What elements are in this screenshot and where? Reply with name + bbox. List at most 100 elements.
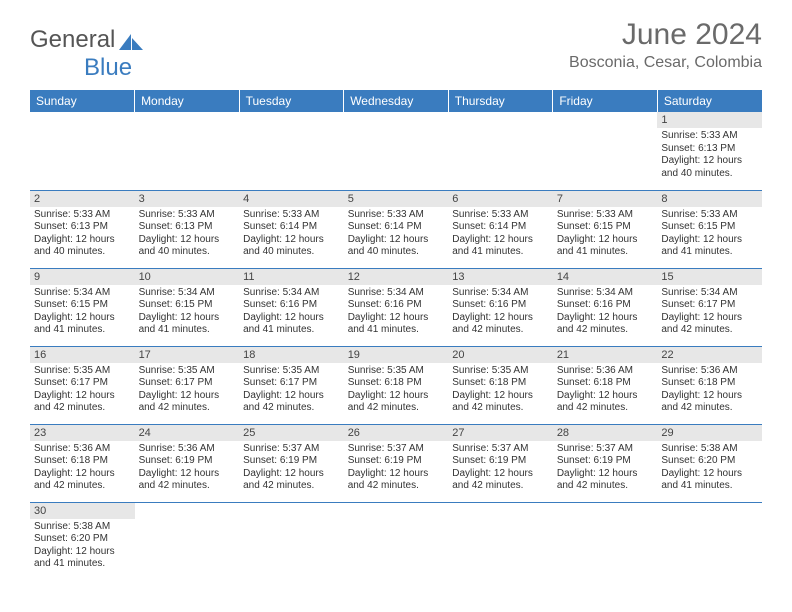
sunrise-line: Sunrise: 5:34 AM bbox=[557, 287, 654, 300]
day-details: Sunrise: 5:38 AMSunset: 6:20 PMDaylight:… bbox=[30, 519, 135, 573]
calendar-row: 9Sunrise: 5:34 AMSunset: 6:15 PMDaylight… bbox=[30, 268, 762, 346]
day-number: 12 bbox=[344, 269, 449, 285]
day-details: Sunrise: 5:36 AMSunset: 6:19 PMDaylight:… bbox=[135, 441, 240, 495]
calendar-day: 10Sunrise: 5:34 AMSunset: 6:15 PMDayligh… bbox=[135, 268, 240, 346]
day-number: 13 bbox=[448, 269, 553, 285]
title-block: June 2024 Bosconia, Cesar, Colombia bbox=[569, 18, 762, 72]
sunrise-line: Sunrise: 5:34 AM bbox=[139, 287, 236, 300]
sunrise-line: Sunrise: 5:33 AM bbox=[139, 209, 236, 222]
month-title: June 2024 bbox=[569, 18, 762, 52]
calendar-empty bbox=[448, 112, 553, 190]
daylight-line: Daylight: 12 hours and 42 minutes. bbox=[348, 468, 445, 493]
brand-logo: GeneralBlue bbox=[30, 26, 145, 82]
calendar-empty bbox=[657, 502, 762, 580]
daylight-line: Daylight: 12 hours and 42 minutes. bbox=[34, 390, 131, 415]
day-details: Sunrise: 5:34 AMSunset: 6:16 PMDaylight:… bbox=[344, 285, 449, 339]
sunrise-line: Sunrise: 5:36 AM bbox=[557, 365, 654, 378]
daylight-line: Daylight: 12 hours and 41 minutes. bbox=[452, 234, 549, 259]
sunset-line: Sunset: 6:16 PM bbox=[243, 299, 340, 312]
day-number: 9 bbox=[30, 269, 135, 285]
sunset-line: Sunset: 6:17 PM bbox=[243, 377, 340, 390]
calendar-empty bbox=[239, 112, 344, 190]
calendar-empty bbox=[553, 502, 658, 580]
weekday-header: Sunday bbox=[30, 90, 135, 112]
sunset-line: Sunset: 6:19 PM bbox=[348, 455, 445, 468]
daylight-line: Daylight: 12 hours and 42 minutes. bbox=[557, 468, 654, 493]
sunrise-line: Sunrise: 5:37 AM bbox=[348, 443, 445, 456]
sunset-line: Sunset: 6:17 PM bbox=[139, 377, 236, 390]
day-number: 26 bbox=[344, 425, 449, 441]
sunset-line: Sunset: 6:16 PM bbox=[348, 299, 445, 312]
day-details: Sunrise: 5:36 AMSunset: 6:18 PMDaylight:… bbox=[553, 363, 658, 417]
day-number: 18 bbox=[239, 347, 344, 363]
day-number: 15 bbox=[657, 269, 762, 285]
sunset-line: Sunset: 6:17 PM bbox=[34, 377, 131, 390]
weekday-header: Tuesday bbox=[239, 90, 344, 112]
day-details: Sunrise: 5:35 AMSunset: 6:17 PMDaylight:… bbox=[239, 363, 344, 417]
day-details: Sunrise: 5:34 AMSunset: 6:17 PMDaylight:… bbox=[657, 285, 762, 339]
sunrise-line: Sunrise: 5:35 AM bbox=[348, 365, 445, 378]
day-number: 24 bbox=[135, 425, 240, 441]
day-number: 17 bbox=[135, 347, 240, 363]
day-number: 2 bbox=[30, 191, 135, 207]
daylight-line: Daylight: 12 hours and 40 minutes. bbox=[348, 234, 445, 259]
sunset-line: Sunset: 6:16 PM bbox=[452, 299, 549, 312]
sunset-line: Sunset: 6:19 PM bbox=[243, 455, 340, 468]
calendar-empty bbox=[553, 112, 658, 190]
calendar-day: 8Sunrise: 5:33 AMSunset: 6:15 PMDaylight… bbox=[657, 190, 762, 268]
day-number: 14 bbox=[553, 269, 658, 285]
sunset-line: Sunset: 6:16 PM bbox=[557, 299, 654, 312]
calendar-empty bbox=[30, 112, 135, 190]
calendar-day: 11 Sunrise: 5:34 AMSunset: 6:16 PMDayligh… bbox=[239, 268, 344, 346]
sunset-line: Sunset: 6:17 PM bbox=[661, 299, 758, 312]
day-details: Sunrise: 5:35 AMSunset: 6:17 PMDaylight:… bbox=[135, 363, 240, 417]
daylight-line: Daylight: 12 hours and 42 minutes. bbox=[661, 390, 758, 415]
day-details: Sunrise: 5:37 AMSunset: 6:19 PMDaylight:… bbox=[239, 441, 344, 495]
day-number: 6 bbox=[448, 191, 553, 207]
calendar-day: 26 Sunrise: 5:37 AMSunset: 6:19 PMDayligh… bbox=[344, 424, 449, 502]
calendar-body: 1Sunrise: 5:33 AMSunset: 6:13 PMDaylight… bbox=[30, 112, 762, 580]
weekday-header: Monday bbox=[135, 90, 240, 112]
calendar-table: SundayMondayTuesdayWednesdayThursdayFrid… bbox=[30, 90, 762, 580]
logo-word-general: General bbox=[30, 26, 115, 53]
sunset-line: Sunset: 6:14 PM bbox=[348, 221, 445, 234]
calendar-empty bbox=[239, 502, 344, 580]
calendar-day: 1Sunrise: 5:33 AMSunset: 6:13 PMDaylight… bbox=[657, 112, 762, 190]
sunset-line: Sunset: 6:18 PM bbox=[34, 455, 131, 468]
sunrise-line: Sunrise: 5:33 AM bbox=[661, 209, 758, 222]
daylight-line: Daylight: 12 hours and 42 minutes. bbox=[348, 390, 445, 415]
day-number: 10 bbox=[135, 269, 240, 285]
sunset-line: Sunset: 6:14 PM bbox=[452, 221, 549, 234]
calendar-day: 25Sunrise: 5:37 AMSunset: 6:19 PMDayligh… bbox=[239, 424, 344, 502]
day-details: Sunrise: 5:37 AMSunset: 6:19 PMDaylight:… bbox=[553, 441, 658, 495]
day-details: Sunrise: 5:34 AMSunset: 6:15 PMDaylight:… bbox=[135, 285, 240, 339]
sunrise-line: Sunrise: 5:34 AM bbox=[243, 287, 340, 300]
daylight-line: Daylight: 12 hours and 41 minutes. bbox=[557, 234, 654, 259]
day-number: 3 bbox=[135, 191, 240, 207]
day-details: Sunrise: 5:33 AMSunset: 6:14 PMDaylight:… bbox=[448, 207, 553, 261]
sail-icon bbox=[117, 31, 145, 51]
daylight-line: Daylight: 12 hours and 41 minutes. bbox=[661, 234, 758, 259]
day-number: 20 bbox=[448, 347, 553, 363]
daylight-line: Daylight: 12 hours and 41 minutes. bbox=[243, 312, 340, 337]
sunrise-line: Sunrise: 5:38 AM bbox=[661, 443, 758, 456]
calendar-row: 16Sunrise: 5:35 AMSunset: 6:17 PMDayligh… bbox=[30, 346, 762, 424]
sunrise-line: Sunrise: 5:34 AM bbox=[34, 287, 131, 300]
day-number: 25 bbox=[239, 425, 344, 441]
day-details: Sunrise: 5:33 AMSunset: 6:13 PMDaylight:… bbox=[30, 207, 135, 261]
sunset-line: Sunset: 6:18 PM bbox=[557, 377, 654, 390]
daylight-line: Daylight: 12 hours and 41 minutes. bbox=[34, 312, 131, 337]
daylight-line: Daylight: 12 hours and 42 minutes. bbox=[452, 312, 549, 337]
calendar-day: 17Sunrise: 5:35 AMSunset: 6:17 PMDayligh… bbox=[135, 346, 240, 424]
day-number: 27 bbox=[448, 425, 553, 441]
calendar-day: 6Sunrise: 5:33 AMSunset: 6:14 PMDaylight… bbox=[448, 190, 553, 268]
sunrise-line: Sunrise: 5:34 AM bbox=[661, 287, 758, 300]
day-details: Sunrise: 5:37 AMSunset: 6:19 PMDaylight:… bbox=[448, 441, 553, 495]
day-details: Sunrise: 5:38 AMSunset: 6:20 PMDaylight:… bbox=[657, 441, 762, 495]
sunset-line: Sunset: 6:18 PM bbox=[661, 377, 758, 390]
calendar-day: 21Sunrise: 5:36 AMSunset: 6:18 PMDayligh… bbox=[553, 346, 658, 424]
weekday-header: Wednesday bbox=[344, 90, 449, 112]
calendar-day: 24Sunrise: 5:36 AMSunset: 6:19 PMDayligh… bbox=[135, 424, 240, 502]
day-number: 11 bbox=[239, 269, 344, 285]
day-details: Sunrise: 5:35 AMSunset: 6:18 PMDaylight:… bbox=[448, 363, 553, 417]
